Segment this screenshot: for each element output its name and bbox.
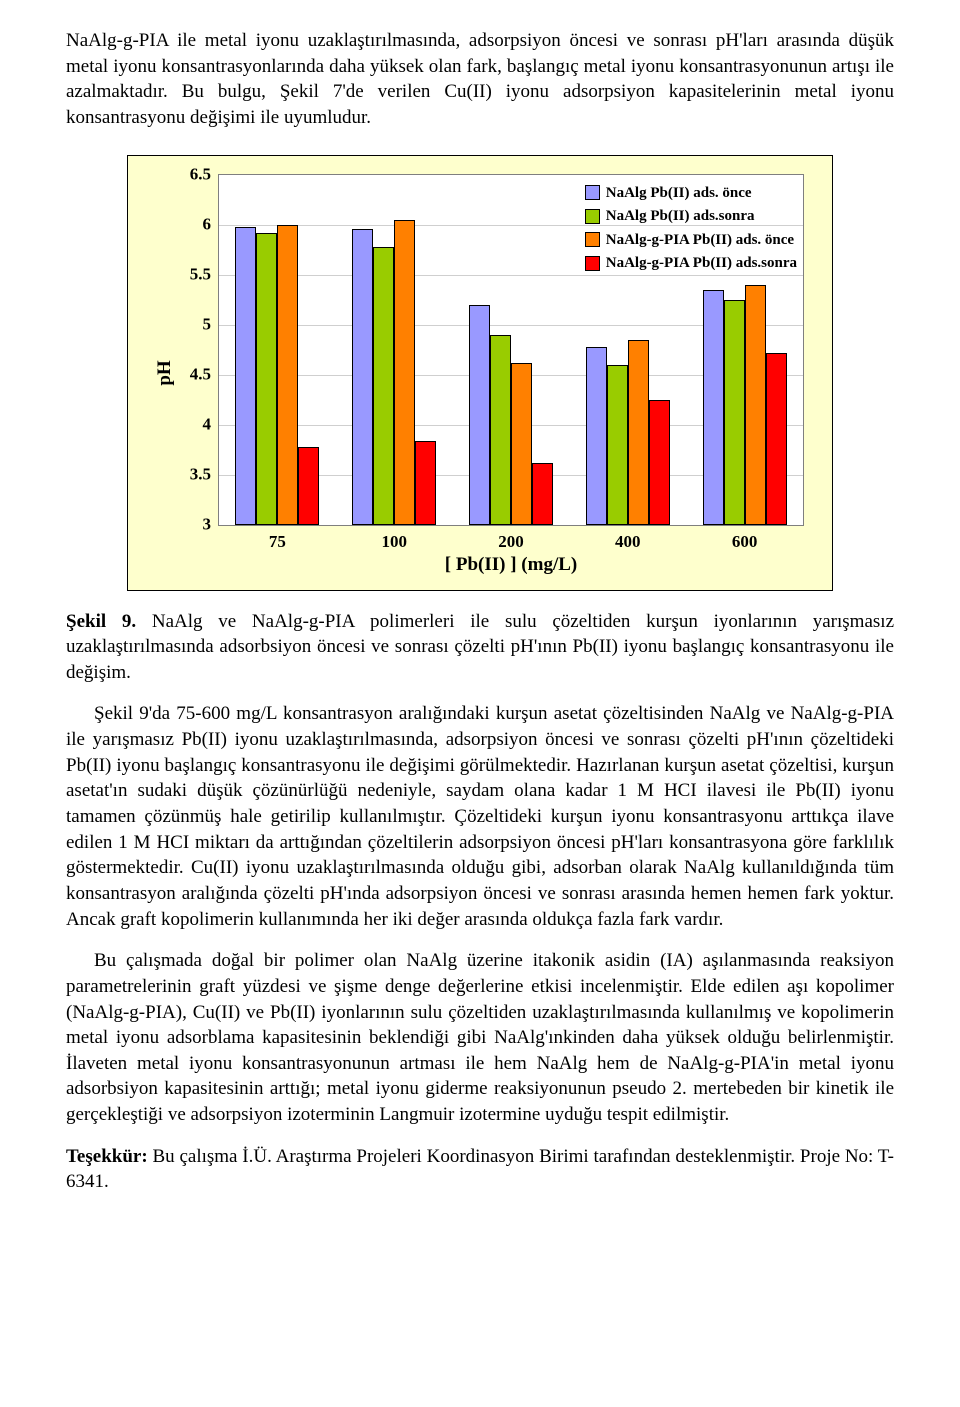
gridline	[219, 225, 803, 226]
bar	[766, 353, 787, 525]
bar	[649, 400, 670, 525]
bar	[628, 340, 649, 525]
x-tick-label: 600	[732, 531, 758, 554]
bar	[352, 229, 373, 525]
y-tick-label: 6	[203, 213, 212, 236]
y-tick-label: 4	[203, 413, 212, 436]
bar	[511, 363, 532, 525]
bar	[373, 247, 394, 525]
bar	[532, 463, 553, 525]
gridline	[219, 275, 803, 276]
acknowledgment-label: Teşekkür:	[66, 1146, 148, 1167]
x-tick-label: 400	[615, 531, 641, 554]
bar	[469, 305, 490, 525]
bar	[415, 441, 436, 525]
legend-swatch	[585, 256, 600, 271]
legend-swatch	[585, 209, 600, 224]
acknowledgment: Teşekkür: Bu çalışma İ.Ü. Araştırma Proj…	[66, 1144, 894, 1195]
bar	[607, 365, 628, 525]
figure-caption-label: Şekil 9.	[66, 611, 136, 632]
y-tick-label: 4.5	[190, 363, 211, 386]
bar	[703, 290, 724, 525]
body-paragraph: Şekil 9'da 75-600 mg/L konsantrasyon ara…	[66, 701, 894, 932]
legend-item: NaAlg Pb(II) ads. önce	[585, 182, 797, 205]
bar	[298, 447, 319, 525]
body-paragraph: NaAlg-g-PIA ile metal iyonu uzaklaştırıl…	[66, 28, 894, 131]
x-axis-title: [ Pb(II) ] (mg/L)	[218, 552, 804, 578]
ph-bar-chart: pH NaAlg Pb(II) ads. önceNaAlg Pb(II) ad…	[128, 156, 832, 590]
bar	[724, 300, 745, 525]
x-tick-label: 200	[498, 531, 524, 554]
chart-outer-border: pH NaAlg Pb(II) ads. önceNaAlg Pb(II) ad…	[127, 155, 833, 591]
y-tick-label: 3.5	[190, 463, 211, 486]
legend-label: NaAlg-g-PIA Pb(II) ads. önce	[606, 229, 794, 252]
bar	[277, 225, 298, 525]
bar	[586, 347, 607, 525]
y-axis-title: pH	[152, 360, 178, 385]
figure-caption: Şekil 9. NaAlg ve NaAlg-g-PIA polimerler…	[66, 609, 894, 686]
legend-item: NaAlg-g-PIA Pb(II) ads.sonra	[585, 252, 797, 275]
y-tick-label: 6.5	[190, 163, 211, 186]
legend-label: NaAlg-g-PIA Pb(II) ads.sonra	[606, 252, 797, 275]
x-tick-label: 100	[381, 531, 407, 554]
bar	[235, 227, 256, 525]
y-tick-label: 3	[203, 513, 212, 536]
y-tick-label: 5.5	[190, 263, 211, 286]
y-tick-label: 5	[203, 313, 212, 336]
body-paragraph: Bu çalışmada doğal bir polimer olan NaAl…	[66, 948, 894, 1127]
acknowledgment-text: Bu çalışma İ.Ü. Araştırma Projeleri Koor…	[66, 1146, 894, 1193]
bar	[394, 220, 415, 525]
bar	[745, 285, 766, 525]
chart-legend: NaAlg Pb(II) ads. önceNaAlg Pb(II) ads.s…	[585, 181, 797, 276]
legend-swatch	[585, 232, 600, 247]
plot-area: NaAlg Pb(II) ads. önceNaAlg Pb(II) ads.s…	[218, 174, 804, 526]
x-tick-label: 75	[269, 531, 286, 554]
bar	[490, 335, 511, 525]
bar	[256, 233, 277, 525]
chart-figure: pH NaAlg Pb(II) ads. önceNaAlg Pb(II) ad…	[66, 155, 894, 591]
legend-item: NaAlg-g-PIA Pb(II) ads. önce	[585, 229, 797, 252]
legend-swatch	[585, 185, 600, 200]
legend-label: NaAlg Pb(II) ads. önce	[606, 182, 752, 205]
figure-caption-text: NaAlg ve NaAlg-g-PIA polimerleri ile sul…	[66, 611, 894, 683]
